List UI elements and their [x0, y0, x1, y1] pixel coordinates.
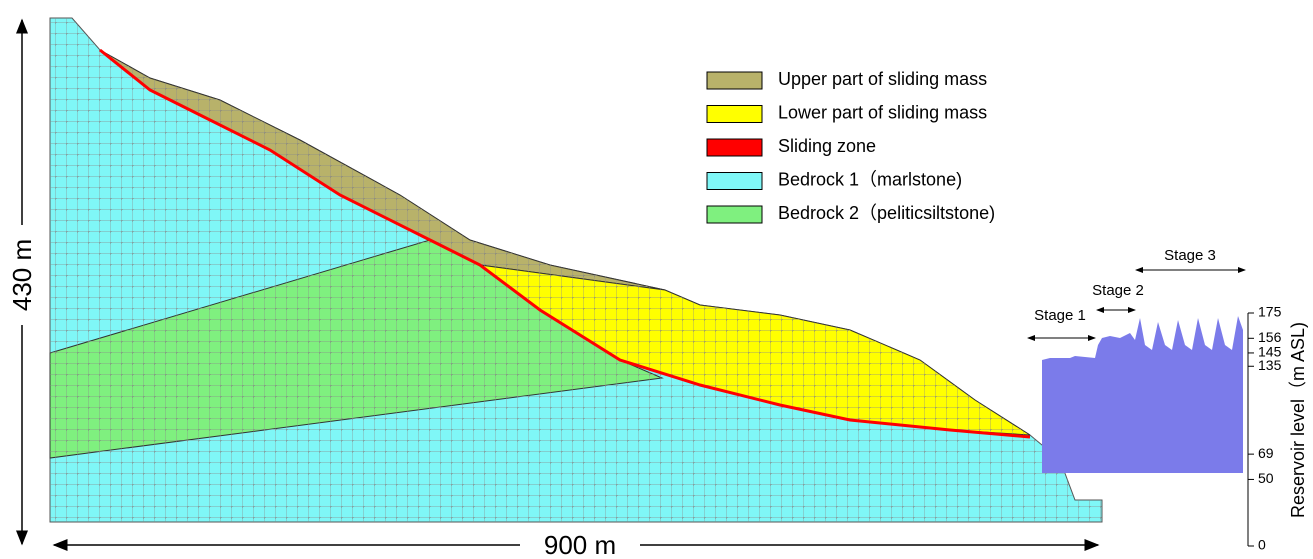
tick-label: 50: [1258, 470, 1274, 486]
tick-label: 0: [1258, 537, 1266, 553]
legend-swatch: [707, 139, 762, 156]
legend-label: Lower part of sliding mass: [778, 102, 987, 122]
stage-label: Stage 3: [1164, 247, 1216, 264]
reservoir-level-area: [1042, 316, 1243, 473]
legend: Upper part of sliding mass Lower part of …: [707, 69, 995, 223]
legend-label: Bedrock 2（peliticsiltstone): [778, 203, 995, 223]
tick-label: 156: [1258, 329, 1282, 345]
legend-swatch: [707, 106, 762, 123]
stage-label: Stage 2: [1092, 282, 1144, 299]
tick-label: 145: [1258, 344, 1282, 360]
mesh: [50, 18, 1102, 522]
legend-label: Sliding zone: [778, 136, 876, 156]
landslide-model: 430 m 900 m Stage 1 Stage 2 Stage 3 Rese…: [0, 0, 1313, 559]
legend-swatch: [707, 72, 762, 89]
legend-label: Bedrock 1（marlstone): [778, 169, 962, 189]
tick-label: 69: [1258, 445, 1274, 461]
width-label: 900 m: [544, 530, 616, 559]
tick-label: 175: [1258, 304, 1282, 320]
legend-swatch: [707, 173, 762, 190]
stage-label: Stage 1: [1034, 307, 1086, 324]
axis-title: Reservoir level（m ASL): [1288, 322, 1308, 518]
legend-swatch: [707, 206, 762, 223]
height-label: 430 m: [7, 239, 37, 311]
legend-label: Upper part of sliding mass: [778, 69, 987, 89]
